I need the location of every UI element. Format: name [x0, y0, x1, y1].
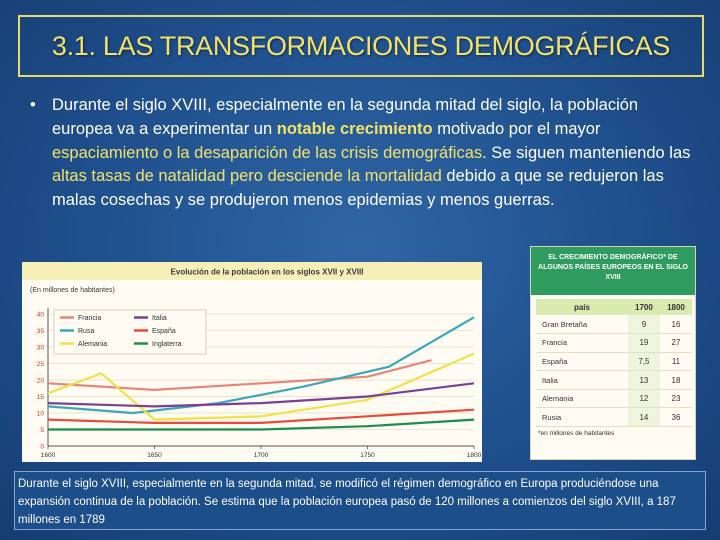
cell-country: Gran Bretaña	[536, 315, 628, 335]
cell-1700: 13	[627, 370, 660, 390]
caption-box: Durante el siglo XVIII, especialmente en…	[14, 471, 706, 530]
series-line-rusa	[47, 316, 475, 415]
legend-label: Inglaterra	[152, 341, 182, 348]
y-tick-label: 20	[37, 378, 45, 385]
table-row: Gran Bretaña 9 16	[536, 315, 692, 335]
table-row: Alemania 12 23	[536, 389, 692, 409]
y-tick-label: 30	[37, 345, 45, 352]
cell-country: Italia	[536, 370, 628, 390]
caption-text: Durante el siglo XVIII, especialmente en…	[18, 478, 676, 526]
population-chart: Evolución de la población en los siglos …	[22, 262, 482, 462]
main-paragraph: • Durante el siglo XVIII, especialmente …	[30, 94, 698, 213]
y-tick-label: 10	[37, 411, 45, 418]
table-row: Francia 19 27	[536, 333, 692, 353]
cell-1800: 11	[659, 352, 692, 372]
series-line-francia	[47, 359, 432, 392]
x-tick-label: 1650	[147, 452, 162, 459]
para-highlight-natalidad: altas tasas de natalidad pero desciende …	[52, 167, 442, 186]
cell-1800: 23	[659, 389, 692, 409]
chart-title: Evolución de la población en los siglos …	[171, 268, 364, 277]
cell-1700: 14	[627, 407, 660, 428]
col-header-pais: país	[536, 299, 628, 315]
growth-table: país 1700 1800 Gran Bretaña 9 16 Francia 19…	[536, 299, 692, 428]
cell-1800: 18	[659, 370, 692, 390]
series-line-alemania	[47, 352, 475, 421]
cell-country: Francia	[536, 333, 628, 353]
cell-1700: 7,5	[627, 352, 660, 372]
table-row: España 7,5 11	[536, 352, 692, 372]
x-tick-label: 1800	[467, 452, 482, 459]
cell-country: Rusia	[536, 407, 628, 428]
x-tick-label: 1600	[41, 452, 56, 459]
table-row: Italia 13 18	[536, 370, 692, 390]
slide-title: 3.1. LAS TRANSFORMACIONES DEMOGRÁFICAS	[51, 30, 671, 61]
paragraph-text: Durante el siglo XVIII, especialmente en…	[52, 94, 698, 213]
y-tick-label: 35	[37, 328, 45, 335]
para-segment: . Se siguen manteniendo las	[482, 143, 691, 162]
series-line-italia	[47, 382, 475, 408]
para-highlight-crecimiento: notable crecimiento	[276, 119, 433, 138]
table-footnote: *en millones de habitantes	[538, 430, 615, 438]
chart-ylabel: (En millones de habitantes)	[30, 287, 115, 294]
para-segment: debido a que se redujeron las malas cose…	[52, 167, 664, 210]
cell-1700: 19	[627, 333, 660, 353]
cell-1700: 12	[627, 389, 660, 409]
population-chart-svg: Evolución de la población en los siglos …	[22, 262, 482, 459]
para-highlight-crisis: espaciamiento o la desaparición de las c…	[52, 143, 483, 162]
cell-1700: 9	[627, 315, 660, 335]
legend-label: Francia	[78, 315, 101, 322]
series-line-inglaterra	[48, 418, 475, 431]
cell-country: España	[536, 352, 628, 372]
cell-1800: 36	[659, 407, 692, 428]
y-tick-label: 25	[37, 361, 45, 368]
legend-label: Rusa	[78, 328, 94, 335]
y-tick-label: 15	[37, 394, 45, 401]
y-tick-label: 0	[40, 444, 44, 451]
col-header-1700: 1700	[627, 299, 660, 315]
legend-label: España	[152, 328, 176, 335]
table-header-row: país 1700 1800	[536, 299, 692, 315]
cell-1800: 27	[659, 333, 692, 353]
series-line-españa	[47, 408, 475, 424]
y-tick-label: 40	[37, 312, 45, 319]
bullet-marker: •	[30, 96, 36, 114]
y-tick-label: 5	[40, 427, 44, 434]
x-tick-label: 1750	[360, 452, 375, 459]
para-segment: Durante el siglo XVIII, especialmente en…	[52, 96, 639, 138]
growth-table-panel: EL CRECIMIENTO DEMOGRÁFICO* DE ALGUNOS P…	[530, 246, 696, 460]
chart-title-band	[22, 262, 482, 280]
cell-1800: 16	[659, 315, 692, 335]
x-tick-label: 1700	[254, 452, 269, 459]
legend-box	[53, 309, 207, 355]
legend-label: Italia	[152, 315, 167, 322]
legend-label: Alemania	[78, 341, 107, 348]
title-box: 3.1. LAS TRANSFORMACIONES DEMOGRÁFICAS	[18, 15, 704, 77]
table-row: Rusia 14 36	[536, 407, 692, 428]
col-header-1800: 1800	[659, 299, 692, 315]
para-segment: motivado por el mayor	[432, 119, 601, 138]
cell-country: Alemania	[536, 389, 628, 409]
growth-table-heading: EL CRECIMIENTO DEMOGRÁFICO* DE ALGUNOS P…	[531, 247, 695, 295]
